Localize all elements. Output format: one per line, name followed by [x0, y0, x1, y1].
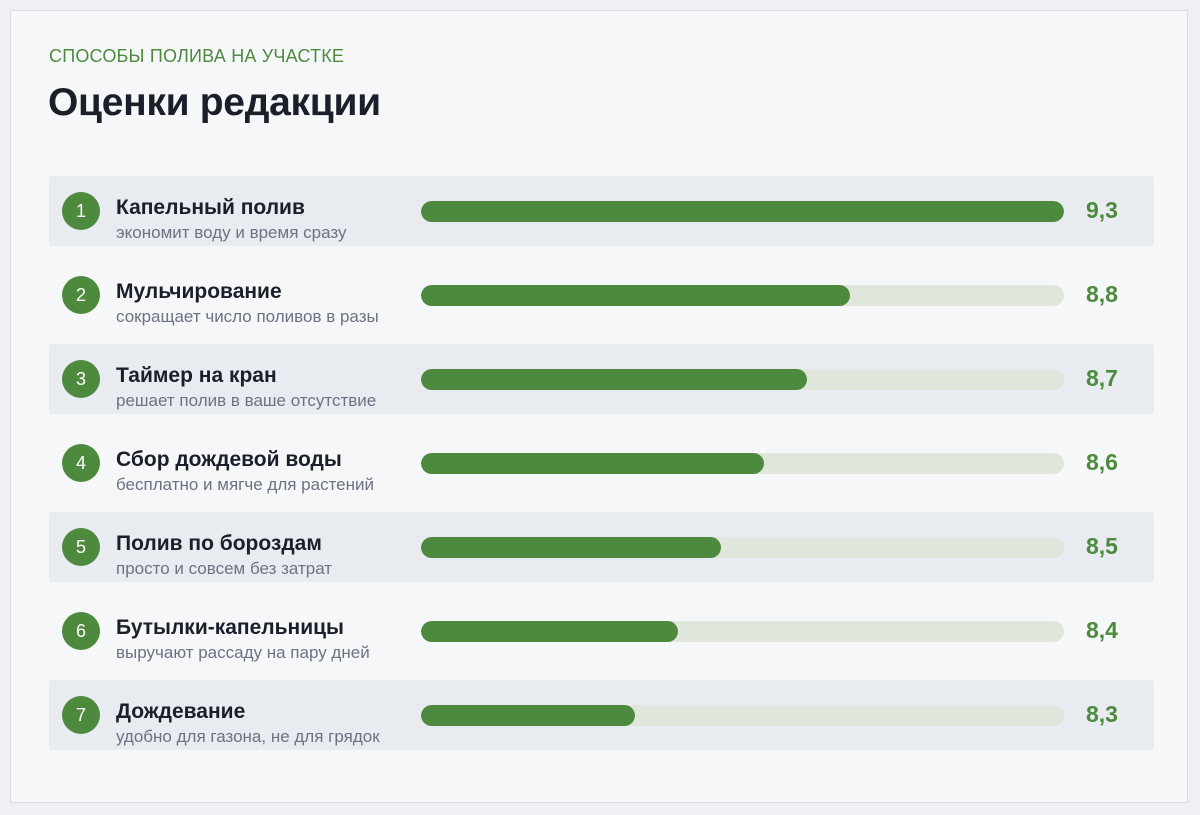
rank-badge: 5 — [62, 528, 100, 566]
method-description: выручают рассаду на пару дней — [116, 643, 370, 662]
score-bar — [421, 201, 1064, 222]
rating-row: 4 Сбор дождевой воды бесплатно и мягче для… — [49, 428, 1154, 498]
score-bar — [421, 453, 764, 474]
score-bar — [421, 705, 635, 726]
score-bar-track — [421, 453, 1064, 474]
method-description: удобно для газона, не для грядок — [116, 727, 380, 746]
section-kicker: СПОСОБЫ ПОЛИВА НА УЧАСТКЕ — [49, 46, 345, 66]
score-label: 8,7 — [1086, 365, 1118, 391]
method-description: сокращает число поливов в разы — [116, 307, 379, 326]
method-name: Сбор дождевой воды — [116, 448, 342, 471]
rating-row: 7 Дождевание удобно для газона, не для гря… — [49, 680, 1154, 750]
score-bar-track — [421, 285, 1064, 306]
method-description: бесплатно и мягче для растений — [116, 475, 375, 494]
score-label: 8,5 — [1086, 533, 1118, 559]
score-label: 9,3 — [1086, 197, 1118, 223]
rank-badge: 1 — [62, 192, 100, 230]
score-bar-track — [421, 201, 1064, 222]
method-name: Бутылки-капельницы — [116, 616, 344, 639]
score-bar-track — [421, 369, 1064, 390]
score-label: 8,3 — [1086, 701, 1118, 727]
score-bar-track — [421, 621, 1064, 642]
rating-row: 1 Капельный полив экономит воду и время ср… — [49, 176, 1154, 246]
ratings-list: 1 Капельный полив экономит воду и время ср… — [49, 176, 1154, 764]
method-description: экономит воду и время сразу — [116, 223, 347, 242]
page-title: Оценки редакции — [48, 81, 381, 124]
method-description: решает полив в ваше отсутствие — [116, 391, 377, 410]
method-name: Дождевание — [116, 700, 246, 723]
score-bar-track — [421, 537, 1064, 558]
method-name: Полив по бороздам — [116, 532, 322, 555]
rating-row: 6 Бутылки-капельницы выручают рассаду на п… — [49, 596, 1154, 666]
score-label: 8,4 — [1086, 617, 1118, 643]
method-name: Таймер на кран — [116, 364, 277, 387]
ratings-card: СПОСОБЫ ПОЛИВА НА УЧАСТКЕ Оценки редакци… — [10, 10, 1188, 803]
score-label: 8,8 — [1086, 281, 1118, 307]
rank-badge: 3 — [62, 360, 100, 398]
rank-badge: 4 — [62, 444, 100, 482]
method-description: просто и совсем без затрат — [116, 559, 333, 578]
rank-badge: 2 — [62, 276, 100, 314]
score-bar — [421, 369, 807, 390]
rank-badge: 6 — [62, 612, 100, 650]
score-bar — [421, 537, 721, 558]
method-name: Капельный полив — [116, 196, 305, 219]
rating-row: 2 Мульчирование сокращает число поливов в … — [49, 260, 1154, 330]
score-bar — [421, 285, 850, 306]
rank-badge: 7 — [62, 696, 100, 734]
rating-row: 3 Таймер на кран решает полив в ваше отсут… — [49, 344, 1154, 414]
rating-row: 5 Полив по бороздам просто и совсем без за… — [49, 512, 1154, 582]
score-label: 8,6 — [1086, 449, 1118, 475]
method-name: Мульчирование — [116, 280, 282, 303]
score-bar-track — [421, 705, 1064, 726]
score-bar — [421, 621, 678, 642]
